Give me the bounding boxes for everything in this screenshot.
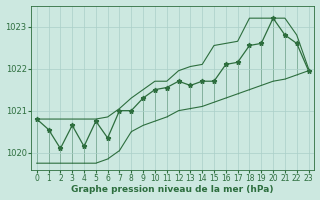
X-axis label: Graphe pression niveau de la mer (hPa): Graphe pression niveau de la mer (hPa) xyxy=(71,185,274,194)
